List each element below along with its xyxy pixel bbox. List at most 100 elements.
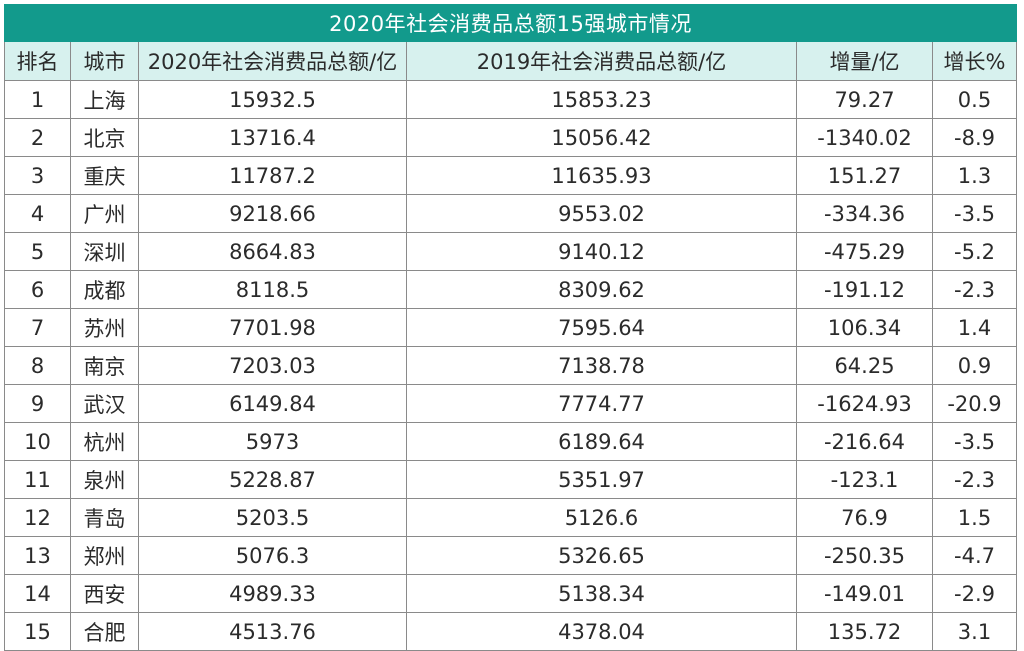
total-2019-cell: 7138.78 <box>406 346 797 385</box>
total-2019-cell: 15853.23 <box>406 80 797 119</box>
city-cell: 成都 <box>70 270 139 309</box>
total-2019-cell: 8309.62 <box>406 270 797 309</box>
rank-cell: 13 <box>4 536 71 575</box>
city-cell: 西安 <box>70 574 139 613</box>
header-growth: 增长% <box>931 41 1018 81</box>
table-row: 15 合肥 4513.76 4378.04 135.72 3.1 <box>4 612 1018 651</box>
total-2020-cell: 6149.84 <box>138 384 407 423</box>
header-rank: 排名 <box>4 41 71 81</box>
total-2019-cell: 5138.34 <box>406 574 797 613</box>
rank-cell: 5 <box>4 232 71 271</box>
growth-cell: -8.9 <box>931 118 1018 157</box>
increase-cell: 135.72 <box>796 612 933 651</box>
total-2020-cell: 4989.33 <box>138 574 407 613</box>
total-2020-cell: 5076.3 <box>138 536 407 575</box>
total-2019-cell: 7595.64 <box>406 308 797 347</box>
growth-cell: -5.2 <box>931 232 1018 271</box>
total-2019-cell: 4378.04 <box>406 612 797 651</box>
table-row: 10 杭州 5973 6189.64 -216.64 -3.5 <box>4 422 1018 461</box>
rank-cell: 4 <box>4 194 71 233</box>
table-row: 3 重庆 11787.2 11635.93 151.27 1.3 <box>4 156 1018 195</box>
city-cell: 上海 <box>70 80 139 119</box>
total-2019-cell: 11635.93 <box>406 156 797 195</box>
total-2019-cell: 5326.65 <box>406 536 797 575</box>
table-row: 9 武汉 6149.84 7774.77 -1624.93 -20.9 <box>4 384 1018 423</box>
growth-cell: 3.1 <box>931 612 1018 651</box>
city-cell: 南京 <box>70 346 139 385</box>
rank-cell: 14 <box>4 574 71 613</box>
growth-cell: 1.4 <box>931 308 1018 347</box>
table-row: 4 广州 9218.66 9553.02 -334.36 -3.5 <box>4 194 1018 233</box>
total-2020-cell: 5973 <box>138 422 407 461</box>
city-cell: 杭州 <box>70 422 139 461</box>
city-cell: 苏州 <box>70 308 139 347</box>
rank-cell: 7 <box>4 308 71 347</box>
growth-cell: -20.9 <box>931 384 1018 423</box>
table-row: 8 南京 7203.03 7138.78 64.25 0.9 <box>4 346 1018 385</box>
increase-cell: -1340.02 <box>796 118 933 157</box>
table-header-row: 排名 城市 2020年社会消费品总额/亿 2019年社会消费品总额/亿 增量/亿… <box>4 41 1018 81</box>
increase-cell: 76.9 <box>796 498 933 537</box>
header-city: 城市 <box>70 41 139 81</box>
city-cell: 广州 <box>70 194 139 233</box>
rank-cell: 8 <box>4 346 71 385</box>
growth-cell: -2.3 <box>931 460 1018 499</box>
total-2020-cell: 4513.76 <box>138 612 407 651</box>
increase-cell: -149.01 <box>796 574 933 613</box>
total-2020-cell: 5228.87 <box>138 460 407 499</box>
growth-cell: 1.5 <box>931 498 1018 537</box>
rank-cell: 3 <box>4 156 71 195</box>
city-cell: 北京 <box>70 118 139 157</box>
total-2020-cell: 15932.5 <box>138 80 407 119</box>
rank-cell: 11 <box>4 460 71 499</box>
increase-cell: 106.34 <box>796 308 933 347</box>
city-cell: 郑州 <box>70 536 139 575</box>
total-2019-cell: 15056.42 <box>406 118 797 157</box>
consumption-table-container: 2020年社会消费品总额15强城市情况 排名 城市 2020年社会消费品总额/亿… <box>3 4 1018 651</box>
header-2020-total: 2020年社会消费品总额/亿 <box>138 41 407 81</box>
total-2020-cell: 5203.5 <box>138 498 407 537</box>
table-row: 13 郑州 5076.3 5326.65 -250.35 -4.7 <box>4 536 1018 575</box>
city-cell: 深圳 <box>70 232 139 271</box>
increase-cell: -123.1 <box>796 460 933 499</box>
increase-cell: -334.36 <box>796 194 933 233</box>
growth-cell: -2.9 <box>931 574 1018 613</box>
total-2020-cell: 13716.4 <box>138 118 407 157</box>
rank-cell: 12 <box>4 498 71 537</box>
table-title-row: 2020年社会消费品总额15强城市情况 <box>3 4 1018 42</box>
total-2020-cell: 8664.83 <box>138 232 407 271</box>
city-cell: 重庆 <box>70 156 139 195</box>
growth-cell: -4.7 <box>931 536 1018 575</box>
total-2020-cell: 9218.66 <box>138 194 407 233</box>
rank-cell: 1 <box>4 80 71 119</box>
total-2020-cell: 7203.03 <box>138 346 407 385</box>
table-row: 5 深圳 8664.83 9140.12 -475.29 -5.2 <box>4 232 1018 271</box>
total-2019-cell: 5351.97 <box>406 460 797 499</box>
growth-cell: -3.5 <box>931 422 1018 461</box>
rank-cell: 9 <box>4 384 71 423</box>
table-row: 12 青岛 5203.5 5126.6 76.9 1.5 <box>4 498 1018 537</box>
total-2019-cell: 5126.6 <box>406 498 797 537</box>
rank-cell: 6 <box>4 270 71 309</box>
increase-cell: -250.35 <box>796 536 933 575</box>
total-2019-cell: 9553.02 <box>406 194 797 233</box>
total-2019-cell: 9140.12 <box>406 232 797 271</box>
city-cell: 泉州 <box>70 460 139 499</box>
header-increase: 增量/亿 <box>796 41 933 81</box>
consumption-table: 2020年社会消费品总额15强城市情况 排名 城市 2020年社会消费品总额/亿… <box>3 4 1018 651</box>
increase-cell: -1624.93 <box>796 384 933 423</box>
table-row: 11 泉州 5228.87 5351.97 -123.1 -2.3 <box>4 460 1018 499</box>
total-2020-cell: 8118.5 <box>138 270 407 309</box>
table-row: 1 上海 15932.5 15853.23 79.27 0.5 <box>4 80 1018 119</box>
increase-cell: -216.64 <box>796 422 933 461</box>
city-cell: 合肥 <box>70 612 139 651</box>
increase-cell: 151.27 <box>796 156 933 195</box>
table-row: 14 西安 4989.33 5138.34 -149.01 -2.9 <box>4 574 1018 613</box>
rank-cell: 2 <box>4 118 71 157</box>
increase-cell: 79.27 <box>796 80 933 119</box>
increase-cell: 64.25 <box>796 346 933 385</box>
city-cell: 武汉 <box>70 384 139 423</box>
header-2019-total: 2019年社会消费品总额/亿 <box>406 41 797 81</box>
table-title: 2020年社会消费品总额15强城市情况 <box>3 4 1018 42</box>
city-cell: 青岛 <box>70 498 139 537</box>
